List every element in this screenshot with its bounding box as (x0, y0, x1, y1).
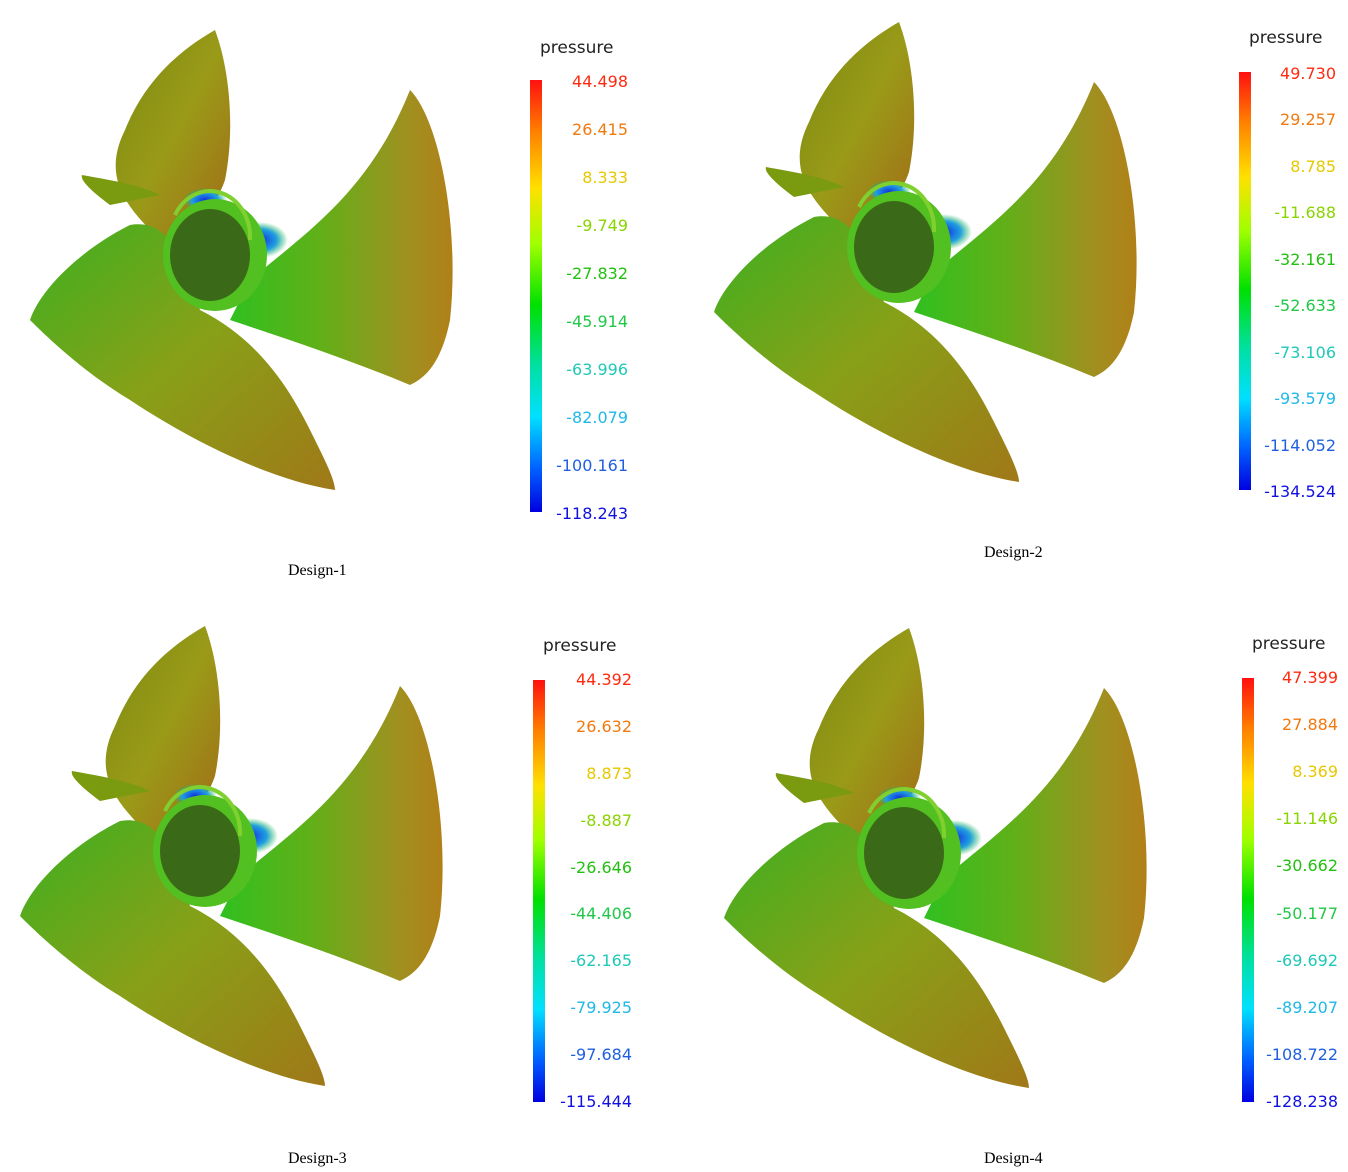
legend-title: pressure (1252, 634, 1326, 654)
design-2-panel: pressure 49.730 29.257 8.785 -11.688 -32.161… (674, 0, 1348, 586)
tick-label: -114.052 (1264, 435, 1336, 455)
tick-label: 26.632 (576, 716, 632, 736)
tick-label: -45.914 (566, 312, 628, 331)
tick-label: -69.692 (1276, 950, 1338, 970)
tick-label: -115.444 (560, 1092, 632, 1111)
pressure-colorbar (1239, 72, 1251, 490)
legend-title: pressure (540, 38, 614, 58)
design-4-panel: pressure 47.399 27.884 8.369 -11.146 -30.662… (674, 586, 1348, 1172)
pressure-colorbar (533, 680, 545, 1102)
tick-label: 8.333 (582, 168, 628, 187)
caption: Design-2 (984, 544, 1043, 561)
tick-label: 8.369 (1292, 762, 1338, 782)
tick-label: 26.415 (572, 120, 628, 139)
tick-label: 47.399 (1282, 668, 1338, 687)
tick-label: -97.684 (570, 1045, 632, 1065)
tick-label: -89.207 (1276, 997, 1338, 1017)
tick-label: -134.524 (1264, 482, 1336, 501)
tick-label: 44.392 (576, 670, 632, 689)
tick-label: -79.925 (570, 998, 632, 1018)
propeller-render-1 (28, 28, 455, 492)
legend-title: pressure (543, 636, 617, 656)
tick-label: -32.161 (1274, 249, 1336, 269)
tick-label: -62.165 (570, 951, 632, 971)
tick-label: -44.406 (570, 904, 632, 924)
tick-label: -11.688 (1274, 203, 1336, 223)
tick-label: 27.884 (1282, 715, 1338, 735)
tick-label: -52.633 (1274, 296, 1336, 316)
tick-label: -93.579 (1274, 389, 1336, 409)
design-3-panel: pressure 44.392 26.632 8.873 -8.887 -26.646 -… (0, 586, 674, 1172)
pressure-colorbar (1242, 678, 1254, 1102)
pressure-colorbar (530, 80, 542, 512)
tick-label: 44.498 (572, 72, 628, 91)
legend-title: pressure (1249, 28, 1323, 48)
tick-label: -128.238 (1266, 1092, 1338, 1111)
caption: Design-4 (984, 1150, 1043, 1167)
tick-label: -82.079 (566, 408, 628, 427)
tick-label: -50.177 (1276, 903, 1338, 923)
tick-label: -11.146 (1276, 809, 1338, 829)
propeller-render-3 (18, 624, 445, 1088)
tick-label: -108.722 (1266, 1044, 1338, 1064)
tick-label: -27.832 (566, 264, 628, 283)
tick-label: 8.785 (1290, 156, 1336, 176)
tick-label: 29.257 (1280, 110, 1336, 130)
tick-label: -63.996 (566, 360, 628, 379)
propeller-render-4 (722, 626, 1149, 1090)
tick-label: -9.749 (576, 216, 628, 235)
caption: Design-3 (288, 1150, 347, 1167)
tick-label: -100.161 (556, 456, 628, 475)
propeller-render-2 (712, 20, 1139, 484)
tick-label: 8.873 (586, 763, 632, 783)
tick-label: -30.662 (1276, 856, 1338, 876)
caption: Design-1 (288, 562, 347, 579)
tick-label: -26.646 (570, 857, 632, 877)
tick-label: -8.887 (580, 810, 632, 830)
design-1-panel: pressure 44.498 26.415 8.333 -9.749 -27.832 -… (0, 0, 674, 586)
tick-label: -118.243 (556, 504, 628, 523)
tick-label: -73.106 (1274, 342, 1336, 362)
tick-label: 49.730 (1280, 64, 1336, 83)
